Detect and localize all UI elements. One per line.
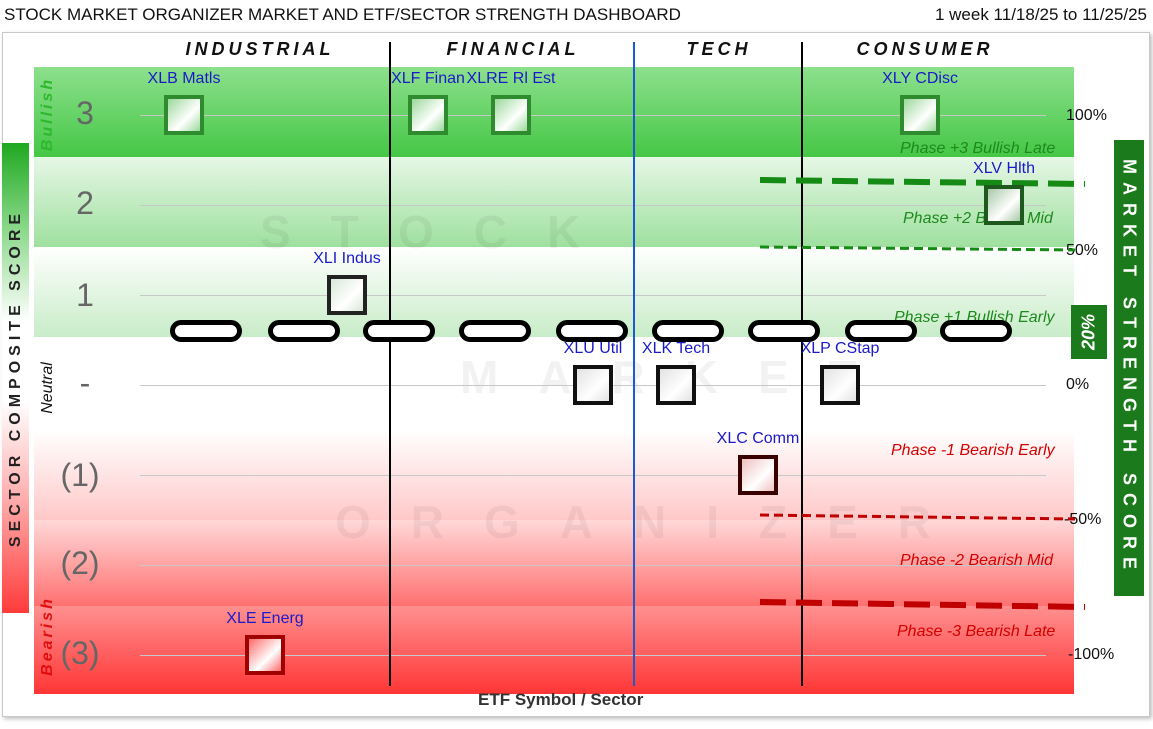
market-strength-dash: [459, 320, 531, 342]
etf-marker: [408, 95, 448, 135]
watermark-line-1: STOCK: [260, 206, 621, 258]
market-strength-axis-label: MARKET STRENGTH SCORE: [1119, 158, 1140, 578]
etf-marker: [820, 365, 860, 405]
phase-plus-2: Phase +2 Bullish Mid: [903, 210, 1053, 227]
etf-marker: [656, 365, 696, 405]
score-label-neg3: (3): [60, 635, 100, 671]
market-strength-dash: [652, 320, 724, 342]
pct-label-neg50: -50%: [1064, 511, 1102, 528]
market-strength-dash: [268, 320, 340, 342]
etf-label: XLC Comm: [716, 430, 800, 447]
threshold-bull-high: [759, 177, 1086, 187]
composite-score-bar: [2, 143, 29, 613]
etf-label: XLP CStap: [800, 340, 880, 357]
threshold-bull-mid: [759, 245, 1076, 252]
pct-label-neg100: -100%: [1068, 646, 1115, 663]
etf-marker: [491, 95, 531, 135]
etf-label: XLE Energ: [226, 610, 304, 627]
pct-label-0: 0%: [1066, 376, 1090, 393]
dashboard-title: STOCK MARKET ORGANIZER MARKET AND ETF/SE…: [4, 5, 681, 24]
threshold-bear-mid: [759, 513, 1076, 521]
divider-tech-consumer: [801, 42, 803, 686]
sector-financial: FINANCIAL: [446, 39, 580, 59]
etf-marker: [900, 95, 940, 135]
sector-industrial: INDUSTRIAL: [185, 39, 335, 59]
phase-minus-2: Phase -2 Bearish Mid: [900, 552, 1053, 569]
etf-marker: [327, 275, 367, 315]
market-strength-dash: [845, 320, 917, 342]
threshold-bear-high: [759, 599, 1086, 610]
etf-marker: [573, 365, 613, 405]
etf-marker: [738, 455, 778, 495]
score-label-3: 3: [76, 95, 94, 131]
band-score-neg2: [34, 520, 1074, 606]
date-range: 1 week 11/18/25 to 11/25/25: [934, 5, 1147, 24]
etf-marker: [245, 635, 285, 675]
etf-label: XLU Util: [563, 340, 623, 357]
market-strength-value: 20%: [1078, 313, 1099, 351]
etf-label: XLRE Rl Est: [466, 70, 556, 87]
phase-plus-1: Phase +1 Bullish Early: [894, 309, 1055, 326]
etf-marker: [164, 95, 204, 135]
etf-label: XLI Indus: [313, 250, 381, 267]
divider-industrial-financial: [389, 42, 391, 686]
market-strength-dash: [170, 320, 242, 342]
phase-minus-3: Phase -3 Bearish Late: [897, 623, 1056, 640]
divider-financial-tech: [633, 42, 635, 686]
score-label-neg2: (2): [60, 545, 100, 581]
etf-label: XLV Hlth: [973, 160, 1035, 177]
market-strength-dash: [363, 320, 435, 342]
band-score-2: [34, 157, 1074, 247]
market-strength-dash: [940, 320, 1012, 342]
pct-label-50: 50%: [1066, 242, 1099, 259]
market-strength-dash: [748, 320, 820, 342]
etf-label: XLY CDisc: [882, 70, 958, 87]
band-score-neg3: [34, 606, 1074, 694]
x-axis-label: ETF Symbol / Sector: [478, 690, 644, 709]
score-label-1: 1: [76, 277, 94, 313]
sector-consumer: CONSUMER: [856, 39, 994, 59]
phase-plus-3: Phase +3 Bullish Late: [900, 140, 1056, 157]
score-label-0: -: [79, 365, 91, 401]
score-label-2: 2: [76, 185, 94, 221]
score-label-neg1: (1): [60, 457, 100, 493]
etf-marker: [984, 185, 1024, 225]
market-strength-dash: [556, 320, 628, 342]
etf-label: XLK Tech: [641, 340, 711, 357]
etf-label: XLB Matls: [147, 70, 221, 87]
sector-tech: TECH: [686, 39, 752, 59]
etf-label: XLF Finan: [391, 70, 465, 87]
market-strength-bar: MARKET STRENGTH SCORE: [1114, 140, 1144, 596]
market-strength-badge: 20%: [1071, 305, 1107, 359]
phase-minus-1: Phase -1 Bearish Early: [891, 442, 1055, 459]
pct-label-100: 100%: [1066, 107, 1107, 124]
